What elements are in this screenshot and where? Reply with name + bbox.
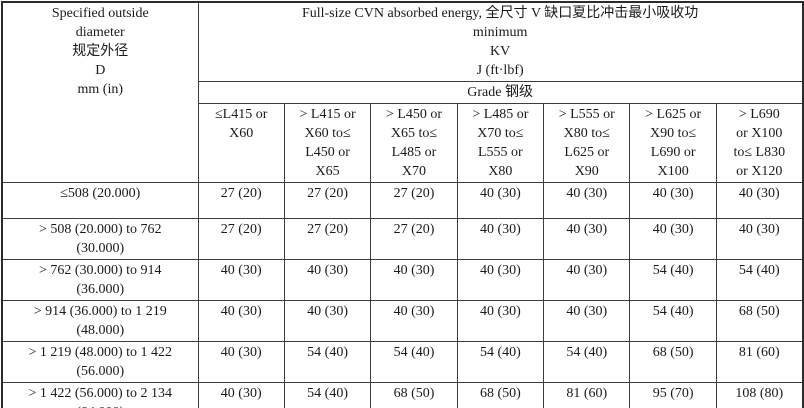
table-row: > 914 (36.000) to 1 219 (48.000) 40 (30)…	[1, 300, 804, 342]
cell-value: 40 (30)	[543, 182, 631, 219]
cell-value: 27 (20)	[370, 218, 458, 260]
cell-diameter-range: > 914 (36.000) to 1 219 (48.000)	[1, 300, 199, 342]
cell-value: 40 (30)	[715, 182, 804, 219]
cell-value: 68 (50)	[370, 382, 458, 408]
header-grade-col-2: > L450 or X65 to≤ L485 or X70	[370, 103, 458, 183]
header-grade-col-4: > L555 or X80 to≤ L625 or X90	[543, 103, 631, 183]
header-grade-label: Grade 钢级	[197, 81, 804, 104]
header-cvn-absorbed-energy: Full-size CVN absorbed energy, 全尺寸 V 缺口夏…	[197, 1, 804, 82]
cell-value: 40 (30)	[456, 182, 545, 219]
cell-value: 40 (30)	[456, 300, 545, 342]
cell-value: 54 (40)	[456, 341, 545, 383]
cell-diameter-range: ≤508 (20.000)	[1, 182, 199, 219]
cell-value: 40 (30)	[629, 218, 717, 260]
cell-value: 81 (60)	[715, 341, 804, 383]
cell-value: 54 (40)	[283, 382, 372, 408]
cell-value: 27 (20)	[283, 218, 372, 260]
table-row: > 762 (30.000) to 914 (36.000) 40 (30) 4…	[1, 259, 804, 301]
cell-diameter-range: > 508 (20.000) to 762 (30.000)	[1, 218, 199, 260]
header-grade-col-0: ≤L415 or X60	[197, 103, 285, 183]
cell-value: 40 (30)	[197, 382, 285, 408]
cell-value: 40 (30)	[629, 182, 717, 219]
cell-value: 27 (20)	[283, 182, 372, 219]
cell-diameter-range: > 1 219 (48.000) to 1 422 (56.000)	[1, 341, 199, 383]
table-row: > 1 219 (48.000) to 1 422 (56.000) 40 (3…	[1, 341, 804, 383]
cell-value: 54 (40)	[715, 259, 804, 301]
table-row: > 508 (20.000) to 762 (30.000) 27 (20) 2…	[1, 218, 804, 260]
header-row-grade-columns: ≤L415 or X60 > L415 or X60 to≤ L450 or X…	[2, 103, 804, 183]
cell-value: 40 (30)	[715, 218, 804, 260]
cell-value: 40 (30)	[543, 259, 631, 301]
cell-value: 68 (50)	[715, 300, 804, 342]
cell-value: 40 (30)	[543, 218, 631, 260]
cell-value: 40 (30)	[370, 300, 458, 342]
cell-value: 40 (30)	[283, 259, 372, 301]
cell-diameter-range: > 762 (30.000) to 914 (36.000)	[1, 259, 199, 301]
cell-value: 54 (40)	[543, 341, 631, 383]
cell-value: 40 (30)	[370, 259, 458, 301]
cell-value: 27 (20)	[197, 218, 285, 260]
cell-value: 108 (80)	[715, 382, 804, 408]
cell-value: 27 (20)	[370, 182, 458, 219]
cell-value: 40 (30)	[283, 300, 372, 342]
cell-value: 40 (30)	[197, 300, 285, 342]
cell-value: 54 (40)	[370, 341, 458, 383]
cell-value: 68 (50)	[629, 341, 717, 383]
cell-value: 68 (50)	[456, 382, 545, 408]
cell-value: 40 (30)	[543, 300, 631, 342]
header-grade-col-1: > L415 or X60 to≤ L450 or X65	[283, 103, 372, 183]
header-grade-col-3: > L485 or X70 to≤ L555 or X80	[456, 103, 545, 183]
cell-value: 40 (30)	[197, 341, 285, 383]
header-grade-col-6: > L690 or X100 to≤ L830 or X120	[715, 103, 804, 183]
cell-value: 54 (40)	[283, 341, 372, 383]
cell-value: 27 (20)	[197, 182, 285, 219]
cell-value: 81 (60)	[543, 382, 631, 408]
header-specified-outside-diameter: Specified outside diameter 规定外径 D mm (in…	[1, 1, 199, 183]
cell-value: 95 (70)	[629, 382, 717, 408]
cell-value: 40 (30)	[456, 218, 545, 260]
header-grade-col-5: > L625 or X90 to≤ L690 or X100	[629, 103, 717, 183]
table-row: ≤508 (20.000) 27 (20) 27 (20) 27 (20) 40…	[1, 182, 804, 219]
cell-value: 40 (30)	[197, 259, 285, 301]
cell-value: 54 (40)	[629, 300, 717, 342]
table-row: > 1 422 (56.000) to 2 134 (84.000) 40 (3…	[1, 382, 804, 408]
cell-value: 40 (30)	[456, 259, 545, 301]
cell-diameter-range: > 1 422 (56.000) to 2 134 (84.000)	[1, 382, 199, 408]
cell-value: 54 (40)	[629, 259, 717, 301]
header-row-energy: Specified outside diameter 规定外径 D mm (in…	[1, 1, 804, 183]
